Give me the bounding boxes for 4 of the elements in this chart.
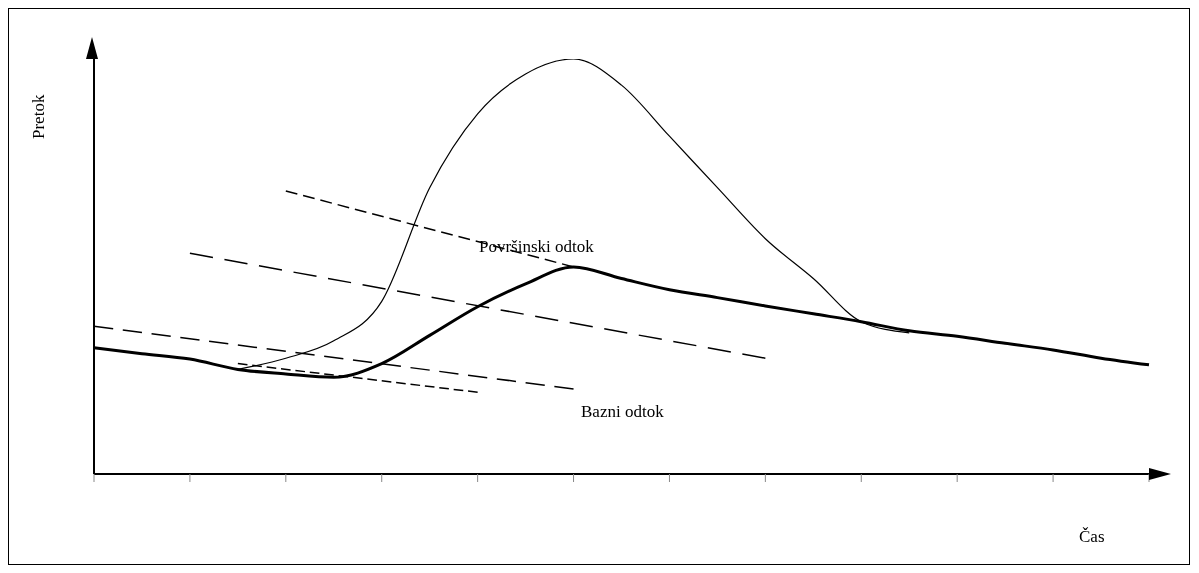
annotation: Površinski odtok	[479, 237, 594, 257]
annotation: Bazni odtok	[581, 402, 664, 422]
x-axis-title: Čas	[1079, 527, 1105, 547]
y-axis-title: Pretok	[29, 94, 49, 139]
